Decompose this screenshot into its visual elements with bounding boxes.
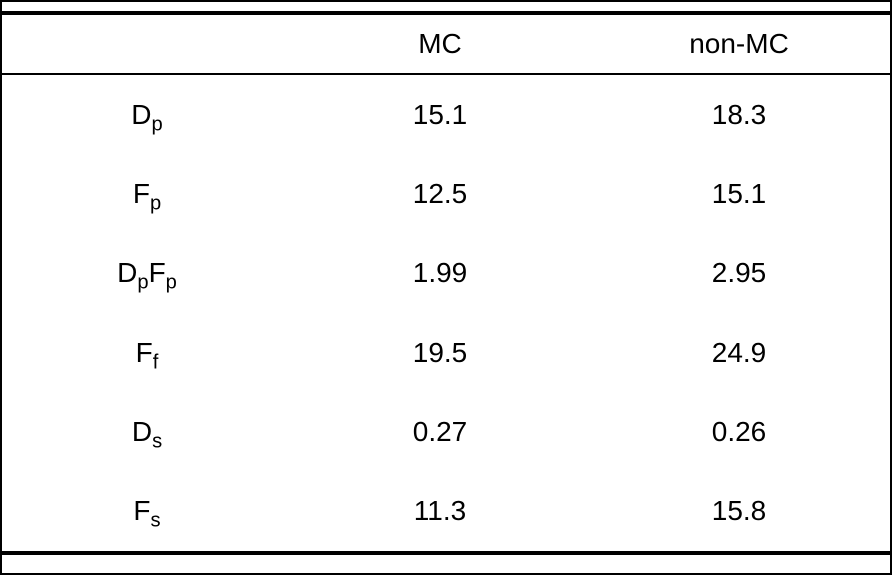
top-spacer	[2, 2, 890, 11]
cell-mc-value: 1.99	[412, 257, 468, 289]
cell-mc-value: 0.27	[412, 415, 468, 447]
header-separator-rule	[2, 73, 890, 75]
bottom-rule	[2, 551, 890, 555]
cell-mc-value: 12.5	[412, 177, 468, 209]
row-label: Fs	[133, 495, 161, 532]
header-mc: MC	[418, 28, 462, 59]
cell-mc-value: 11.3	[413, 495, 467, 527]
cell-non-mc-value: 18.3	[711, 98, 767, 130]
cell-non-mc-value: 0.26	[711, 415, 767, 447]
cell-non-mc-value: 15.1	[711, 177, 767, 209]
table-row: Ff 19.5 24.9	[2, 313, 890, 392]
row-label: DpFp	[117, 257, 177, 294]
cell-non-mc-value: 24.9	[711, 336, 767, 368]
table-row: Fp 12.5 15.1	[2, 154, 890, 233]
row-label: Ff	[135, 336, 159, 374]
header-non-mc: non-MC	[689, 28, 789, 59]
cell-mc-value: 19.5	[412, 336, 468, 368]
table-row: DpFp 1.99 2.95	[2, 234, 890, 313]
cell-mc-value: 15.1	[412, 98, 468, 130]
row-label: Dp	[131, 98, 163, 136]
table-row: Fs 11.3 15.8	[2, 472, 890, 551]
bottom-spacer	[2, 555, 890, 573]
cell-non-mc-value: 2.95	[711, 257, 767, 289]
top-rule	[2, 11, 890, 15]
table-header-row: MC non-MC	[2, 15, 890, 73]
table-row: Dp 15.1 18.3	[2, 75, 890, 154]
table-body: Dp 15.1 18.3 Fp 12.5 15.1 DpFp 1.99 2.95 Ff 19.5 24…	[2, 75, 890, 551]
cell-non-mc-value: 15.8	[711, 495, 767, 527]
table-row: Ds 0.27 0.26	[2, 392, 890, 471]
row-label: Fp	[132, 177, 162, 215]
row-label: Ds	[131, 415, 163, 453]
